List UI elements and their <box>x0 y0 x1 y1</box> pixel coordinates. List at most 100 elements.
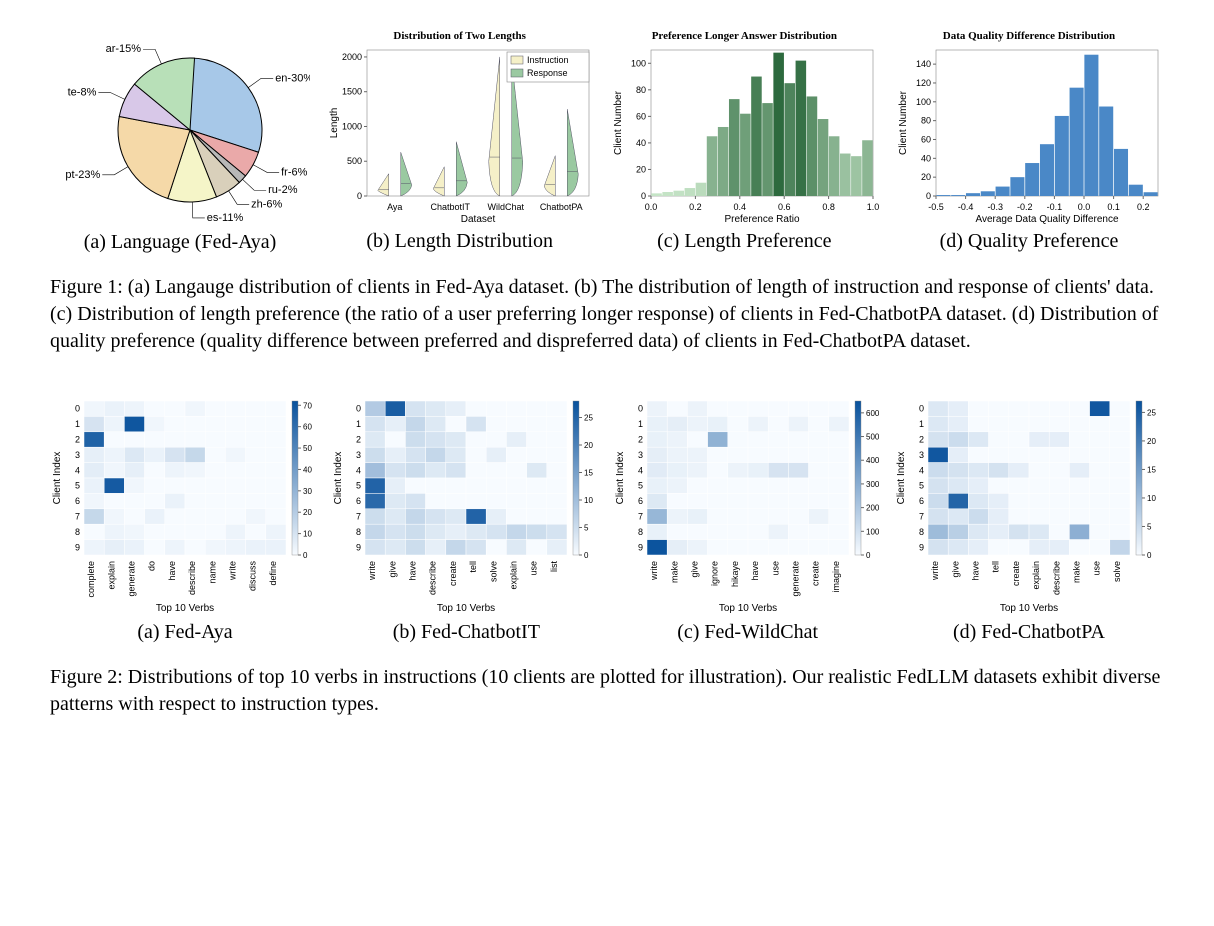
svg-text:2: 2 <box>356 435 361 445</box>
svg-text:7: 7 <box>919 512 924 522</box>
svg-text:make: make <box>669 561 679 583</box>
svg-text:write: write <box>649 561 659 581</box>
svg-text:0: 0 <box>638 404 643 414</box>
svg-text:6: 6 <box>75 496 80 506</box>
svg-text:10: 10 <box>303 530 312 539</box>
svg-text:300: 300 <box>866 480 880 489</box>
svg-text:0.8: 0.8 <box>823 202 836 212</box>
svg-text:WildChat: WildChat <box>487 202 524 212</box>
figure2-caption-body: Distributions of top 10 verbs in instruc… <box>50 666 1160 715</box>
svg-text:60: 60 <box>921 134 931 144</box>
svg-text:8: 8 <box>356 527 361 537</box>
svg-text:25: 25 <box>584 414 593 423</box>
svg-text:9: 9 <box>638 542 643 552</box>
svg-text:2: 2 <box>919 435 924 445</box>
svg-text:have: have <box>750 561 760 581</box>
svg-text:20: 20 <box>584 441 593 450</box>
svg-text:70: 70 <box>303 401 312 410</box>
svg-text:1000: 1000 <box>342 121 362 131</box>
svg-text:0: 0 <box>75 404 80 414</box>
svg-text:-0.2: -0.2 <box>1017 202 1033 212</box>
svg-text:describe: describe <box>1051 561 1061 595</box>
svg-text:-0.5: -0.5 <box>928 202 944 212</box>
svg-text:0: 0 <box>303 551 308 560</box>
svg-text:200: 200 <box>866 504 880 513</box>
svg-text:30: 30 <box>303 487 312 496</box>
svg-text:give: give <box>950 561 960 578</box>
fig1b-title: Distribution of Two Lengths <box>393 30 526 42</box>
quality-pref-chart: 020406080100120140-0.5-0.4-0.3-0.2-0.10.… <box>894 44 1164 224</box>
svg-text:20: 20 <box>636 164 646 174</box>
svg-text:complete: complete <box>86 561 96 598</box>
svg-text:zh-6%: zh-6% <box>251 198 282 210</box>
fig1b-label: (b) Length Distribution <box>366 230 553 253</box>
figure1-caption: Figure 1: (a) Langauge distribution of c… <box>50 274 1164 355</box>
svg-text:0: 0 <box>866 551 871 560</box>
svg-text:6: 6 <box>919 496 924 506</box>
fig2-panel-d: 0123456789Client Indexwritegivehavetellc… <box>894 395 1164 644</box>
svg-text:do: do <box>147 561 157 571</box>
svg-text:1500: 1500 <box>342 87 362 97</box>
svg-text:0.4: 0.4 <box>734 202 747 212</box>
svg-text:60: 60 <box>303 423 312 432</box>
svg-text:0.0: 0.0 <box>1078 202 1091 212</box>
svg-text:2000: 2000 <box>342 52 362 62</box>
svg-text:0.2: 0.2 <box>689 202 702 212</box>
svg-text:Client Number: Client Number <box>613 90 624 155</box>
svg-text:5: 5 <box>584 524 589 533</box>
svg-text:9: 9 <box>75 542 80 552</box>
svg-text:0: 0 <box>919 404 924 414</box>
svg-text:100: 100 <box>866 527 880 536</box>
svg-text:7: 7 <box>75 512 80 522</box>
heatmap-fed-chatbotpa: 0123456789Client Indexwritegivehavetellc… <box>894 395 1164 615</box>
svg-text:0: 0 <box>926 191 931 201</box>
svg-text:6: 6 <box>356 496 361 506</box>
svg-text:4: 4 <box>919 465 924 475</box>
svg-text:0: 0 <box>584 551 589 560</box>
svg-text:0: 0 <box>641 191 646 201</box>
svg-text:0.0: 0.0 <box>645 202 658 212</box>
svg-text:3: 3 <box>919 450 924 460</box>
figure1-row: en-30%fr-6%ru-2%zh-6%es-11%pt-23%te-8%ar… <box>50 30 1164 254</box>
svg-text:Client Index: Client Index <box>615 452 626 505</box>
svg-text:500: 500 <box>866 433 880 442</box>
svg-text:3: 3 <box>356 450 361 460</box>
svg-text:ChatbotPA: ChatbotPA <box>539 202 582 212</box>
svg-text:Aya: Aya <box>387 202 402 212</box>
svg-text:pt-23%: pt-23% <box>65 169 100 181</box>
svg-text:3: 3 <box>638 450 643 460</box>
svg-text:4: 4 <box>638 465 643 475</box>
svg-text:Client Index: Client Index <box>896 452 907 505</box>
svg-text:define: define <box>268 561 278 586</box>
svg-text:make: make <box>1071 561 1081 583</box>
svg-text:50: 50 <box>303 444 312 453</box>
svg-text:120: 120 <box>916 78 931 88</box>
fig2b-label: (b) Fed-ChatbotIT <box>393 621 540 644</box>
svg-text:10: 10 <box>1147 494 1156 503</box>
heatmap-fed-wildchat: 0123456789Client Indexwritemakegiveignor… <box>613 395 883 615</box>
svg-text:tell: tell <box>991 561 1001 573</box>
svg-text:use: use <box>770 561 780 576</box>
svg-text:8: 8 <box>75 527 80 537</box>
svg-text:ChatbotIT: ChatbotIT <box>430 202 470 212</box>
svg-text:600: 600 <box>866 409 880 418</box>
svg-text:-0.3: -0.3 <box>987 202 1003 212</box>
svg-text:5: 5 <box>638 481 643 491</box>
svg-text:0.1: 0.1 <box>1107 202 1120 212</box>
svg-text:15: 15 <box>1147 465 1156 474</box>
svg-text:40: 40 <box>921 153 931 163</box>
svg-text:140: 140 <box>916 59 931 69</box>
svg-text:en-30%: en-30% <box>275 72 310 84</box>
svg-text:hikaye: hikaye <box>730 561 740 587</box>
svg-text:discuss: discuss <box>248 561 258 592</box>
svg-text:Top 10 Verbs: Top 10 Verbs <box>437 603 495 614</box>
svg-text:10: 10 <box>584 496 593 505</box>
fig1-panel-b: Distribution of Two Lengths 050010001500… <box>325 30 595 254</box>
svg-text:-0.1: -0.1 <box>1047 202 1063 212</box>
svg-text:explain: explain <box>509 561 519 590</box>
svg-text:80: 80 <box>921 116 931 126</box>
svg-text:ar-15%: ar-15% <box>106 43 142 55</box>
svg-text:write: write <box>367 561 377 581</box>
svg-text:2: 2 <box>75 435 80 445</box>
figure1-caption-prefix: Figure 1: <box>50 276 123 298</box>
